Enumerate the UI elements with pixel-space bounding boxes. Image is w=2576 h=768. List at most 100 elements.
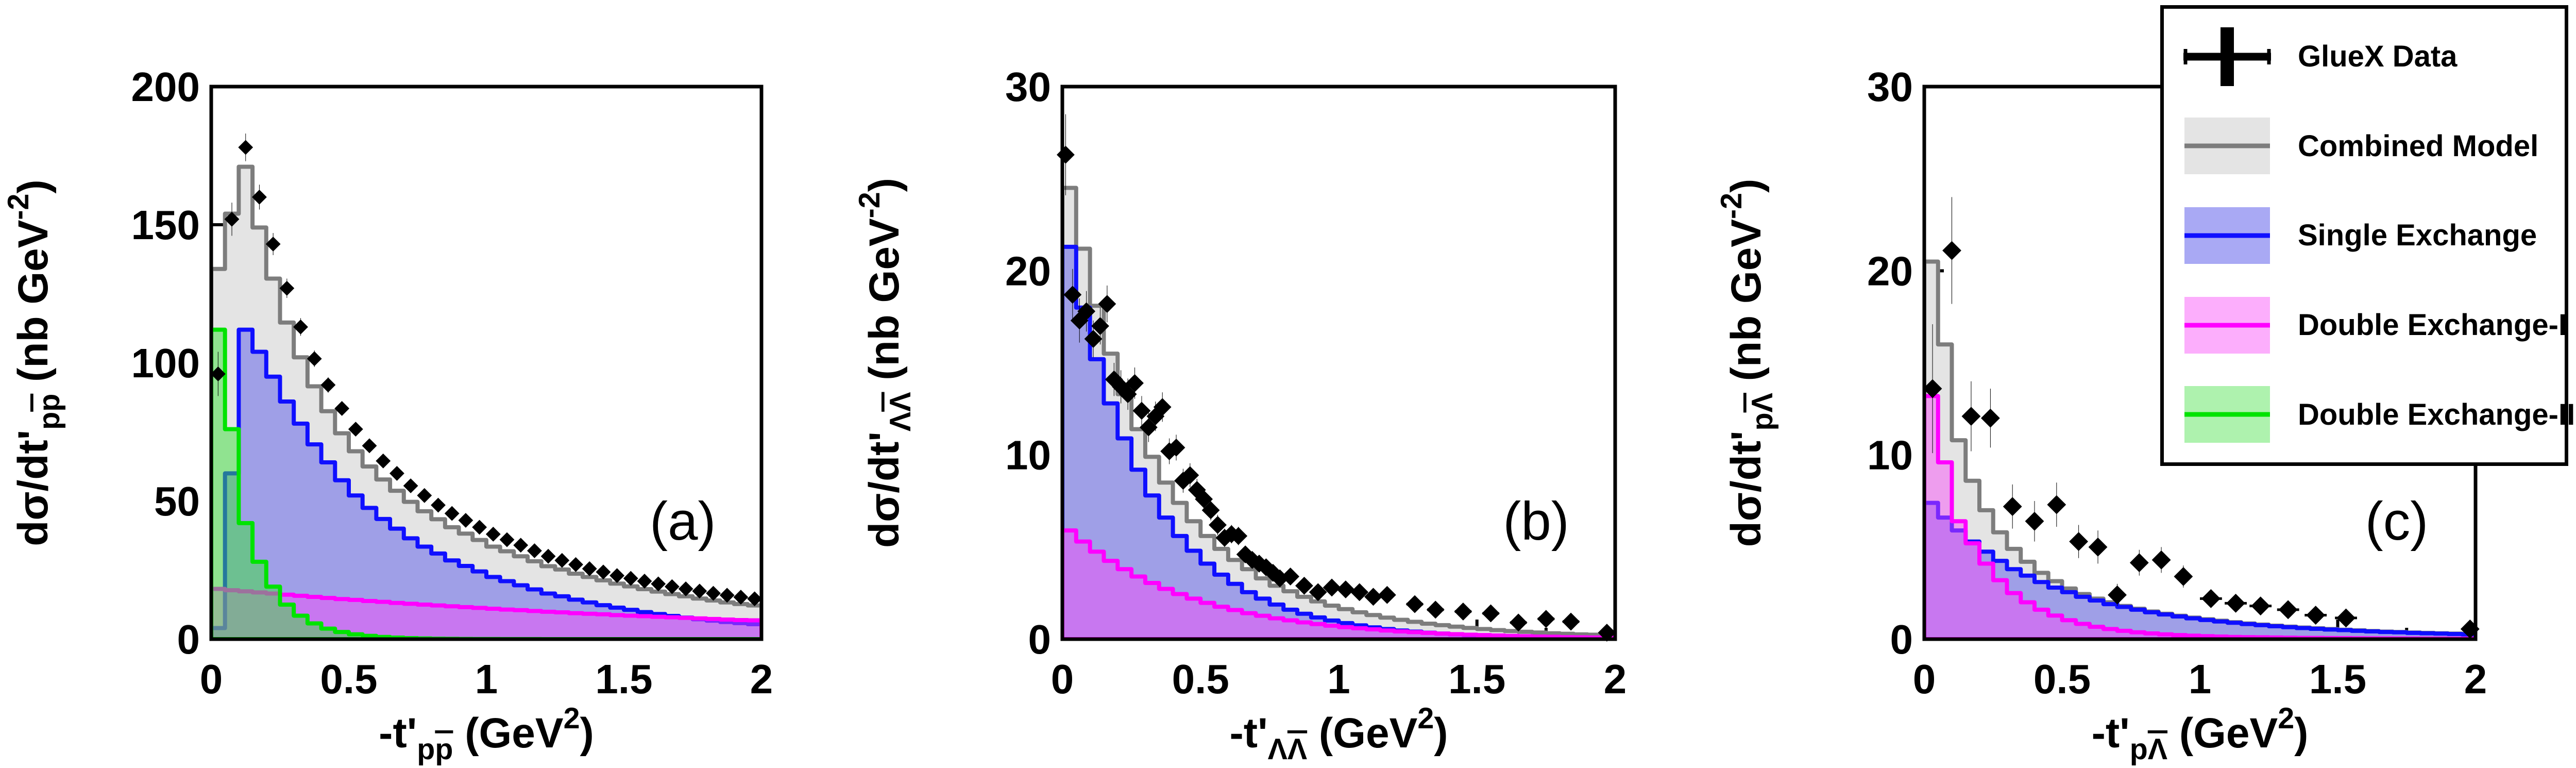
data-diamond-marker <box>224 211 240 227</box>
y-tick-label: 0 <box>1028 616 1052 662</box>
data-diamond-marker <box>1562 612 1580 631</box>
data-point <box>1923 324 1942 454</box>
data-diamond-marker <box>2047 495 2066 514</box>
data-point <box>2249 596 2272 616</box>
data-diamond-marker <box>1195 490 1213 508</box>
data-diamond-marker <box>431 497 446 513</box>
data-point <box>1160 438 1179 464</box>
data-point <box>2277 600 2299 620</box>
legend-band-swatch-icon <box>2184 207 2270 264</box>
data-diamond-marker <box>1057 145 1075 164</box>
data-diamond-marker <box>1426 600 1445 619</box>
data-diamond-marker <box>2336 608 2355 628</box>
data-point <box>1091 307 1109 345</box>
x-tick-label: 0 <box>200 656 223 702</box>
data-point <box>376 453 391 469</box>
data-point <box>1063 269 1082 321</box>
y-tick-label: 0 <box>1890 616 1913 662</box>
series-group-b <box>1062 186 1615 639</box>
data-diamond-marker <box>2278 600 2298 620</box>
data-diamond-marker <box>1118 385 1137 404</box>
data-point <box>2088 530 2108 564</box>
data-point <box>1139 412 1158 442</box>
x-tick-label: 0.5 <box>1172 656 1229 702</box>
data-diamond-marker <box>1942 241 1961 260</box>
data-diamond-marker <box>1350 583 1369 602</box>
series-combined-model-a <box>211 164 761 639</box>
data-diamond-marker <box>1209 516 1227 534</box>
data-diamond-marker <box>1229 527 1248 545</box>
legend-item-single-exchange: Single Exchange <box>2164 191 2565 280</box>
data-point <box>389 465 404 481</box>
data-point <box>472 520 487 535</box>
data-diamond-marker <box>1236 545 1255 564</box>
gluex-data-points-a <box>210 133 762 607</box>
legend-band-swatch-icon <box>2184 118 2270 175</box>
data-point <box>596 564 611 580</box>
data-point <box>2151 547 2171 573</box>
data-point <box>320 377 336 393</box>
data-diamond-marker <box>2174 567 2193 586</box>
data-point <box>210 352 226 396</box>
data-diamond-marker <box>1153 398 1172 416</box>
data-diamond-marker <box>444 506 460 521</box>
x-tick-label: 1.5 <box>595 656 652 702</box>
data-diamond-marker <box>1336 580 1355 598</box>
data-point <box>417 488 432 503</box>
plot-frame-b <box>1060 85 1617 641</box>
data-point <box>1201 500 1220 521</box>
x-axis-title-b: -t'ΛΛ (GeV2) <box>1229 702 1448 766</box>
plot-frame-a <box>209 85 764 641</box>
data-diamond-marker <box>307 351 322 366</box>
data-point <box>1961 381 1981 452</box>
data-point <box>2108 583 2127 606</box>
legend-band-swatch-icon <box>2184 386 2270 443</box>
data-point <box>1077 291 1096 332</box>
data-point <box>252 185 267 210</box>
y-tick-label: 200 <box>131 64 200 110</box>
data-point <box>747 591 762 607</box>
data-point <box>540 548 556 564</box>
series-group-c <box>1924 259 2476 639</box>
data-diamond-marker <box>403 478 418 493</box>
data-diamond-marker <box>1077 302 1096 321</box>
data-diamond-marker <box>1139 418 1158 437</box>
data-point <box>1509 613 1528 632</box>
data-diamond-marker <box>2460 619 2480 639</box>
x-tick-label: 2 <box>2464 656 2487 702</box>
data-diamond-marker <box>527 543 542 558</box>
data-point <box>1295 576 1313 595</box>
data-diamond-marker <box>238 140 253 155</box>
series-single-exchange-c <box>1924 500 2476 639</box>
data-diamond-marker <box>637 574 652 589</box>
data-point <box>651 576 666 592</box>
data-point <box>513 538 529 553</box>
data-point <box>2025 501 2044 542</box>
data-point <box>1126 367 1144 399</box>
data-point <box>1188 479 1206 501</box>
data-diamond-marker <box>609 568 625 583</box>
data-diamond-marker <box>1201 501 1220 520</box>
data-point <box>2335 608 2357 628</box>
data-diamond-marker <box>2025 511 2044 531</box>
legend: GlueX Data Combined Model Single Exchange D… <box>2160 5 2575 466</box>
data-point <box>1426 600 1445 619</box>
data-point <box>1323 578 1341 597</box>
data-point <box>1482 604 1500 623</box>
panel-a: 0 50 100 150 200 0 0.5 1 1.5 2 -t'pp (GeV2) dσ/dt'p… <box>2 64 773 766</box>
data-diamond-marker <box>706 586 721 601</box>
x-tick-label: 1 <box>2189 656 2212 702</box>
data-diamond-marker <box>596 564 611 580</box>
data-point <box>1209 514 1227 536</box>
data-diamond-marker <box>334 401 350 416</box>
y-tick-label: 150 <box>131 202 200 248</box>
data-diamond-marker <box>2201 589 2221 608</box>
data-diamond-marker <box>1132 402 1151 420</box>
data-point <box>692 583 707 599</box>
data-diamond-marker <box>1295 576 1313 595</box>
data-diamond-marker <box>376 453 391 469</box>
data-point <box>362 438 377 454</box>
data-point <box>2225 593 2247 613</box>
data-diamond-marker <box>1091 317 1109 335</box>
